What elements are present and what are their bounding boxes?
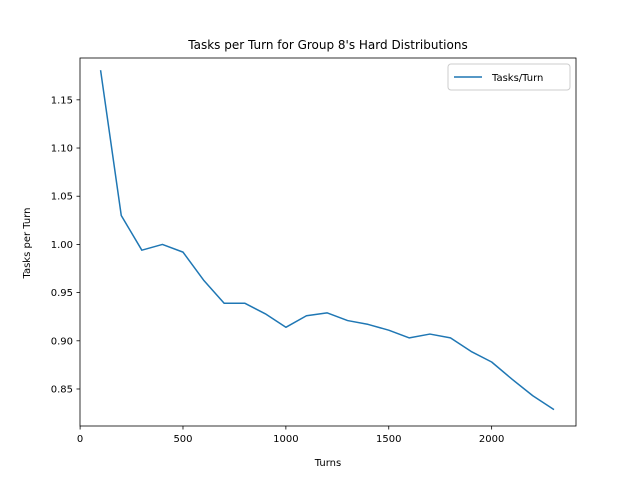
legend-box bbox=[447, 63, 571, 91]
x-tick-label-2: 1000 bbox=[273, 434, 298, 445]
y-tick-label-3: 1.00 bbox=[51, 240, 73, 251]
x-tick-label-4: 2000 bbox=[479, 434, 504, 445]
y-tick-label-2: 0.95 bbox=[51, 288, 73, 299]
y-tick-label-0: 0.85 bbox=[51, 384, 73, 395]
y-tick-label-1: 0.90 bbox=[51, 336, 73, 347]
axes-frame bbox=[79, 57, 577, 427]
legend-label: Tasks/Turn bbox=[491, 73, 543, 84]
x-tick-label-3: 1500 bbox=[376, 434, 401, 445]
plot-area: 0 500 1000 1500 2000 0.85 0.90 0.95 1.00 1.05 1.10… bbox=[51, 57, 577, 445]
x-tick-label-1: 500 bbox=[173, 434, 192, 445]
series-line-0 bbox=[99, 70, 555, 411]
y-tick-label-5: 1.10 bbox=[51, 144, 73, 155]
x-tick-label-0: 0 bbox=[77, 434, 83, 445]
chart-title: Tasks per Turn for Group 8's Hard Distri… bbox=[187, 38, 467, 52]
legend: Tasks/Turn bbox=[447, 63, 571, 91]
y-tick-label-4: 1.05 bbox=[51, 192, 73, 203]
y-tick-label-6: 1.15 bbox=[51, 95, 73, 106]
y-axis-label: Tasks per Turn bbox=[22, 208, 33, 280]
x-axis-label: Turns bbox=[314, 458, 341, 469]
